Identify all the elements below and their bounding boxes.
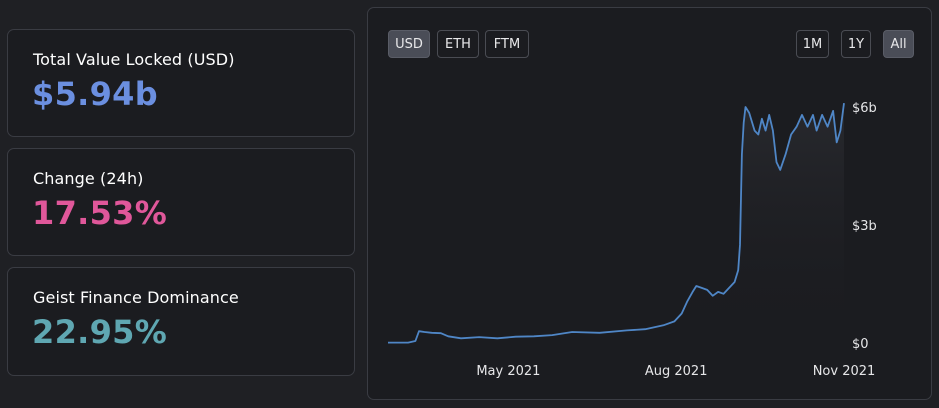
change-card: Change (24h) 17.53% <box>7 148 355 256</box>
dominance-card: Geist Finance Dominance 22.95% <box>7 267 355 376</box>
tvl-chart-panel: USD ETH FTM 1M 1Y All $0 $3b $6b May 2021 Au… <box>367 7 932 400</box>
range-1m-button[interactable]: 1M <box>796 30 829 58</box>
x-tick-label: Aug 2021 <box>645 364 708 379</box>
tvl-label: Total Value Locked (USD) <box>33 50 235 69</box>
tvl-line-chart: $0 $3b $6b May 2021 Aug 2021 Nov 2021 <box>388 101 877 379</box>
currency-eth-button[interactable]: ETH <box>437 30 479 58</box>
change-value: 17.53% <box>32 194 168 232</box>
x-tick-label: May 2021 <box>476 364 540 379</box>
currency-ftm-button[interactable]: FTM <box>485 30 529 58</box>
currency-usd-button[interactable]: USD <box>388 30 430 58</box>
tvl-card: Total Value Locked (USD) $5.94b <box>7 29 355 137</box>
range-1y-button[interactable]: 1Y <box>841 30 871 58</box>
dominance-value: 22.95% <box>32 313 168 351</box>
y-tick-label: $0 <box>852 337 869 352</box>
x-tick-label: Nov 2021 <box>813 364 876 379</box>
y-tick-label: $6b <box>852 101 877 116</box>
tvl-value: $5.94b <box>32 75 158 113</box>
y-tick-label: $3b <box>852 219 877 234</box>
tvl-area-fill <box>388 103 844 343</box>
dominance-label: Geist Finance Dominance <box>33 288 239 307</box>
change-label: Change (24h) <box>33 169 144 188</box>
tvl-series-line <box>388 102 845 344</box>
range-all-button[interactable]: All <box>883 30 914 58</box>
